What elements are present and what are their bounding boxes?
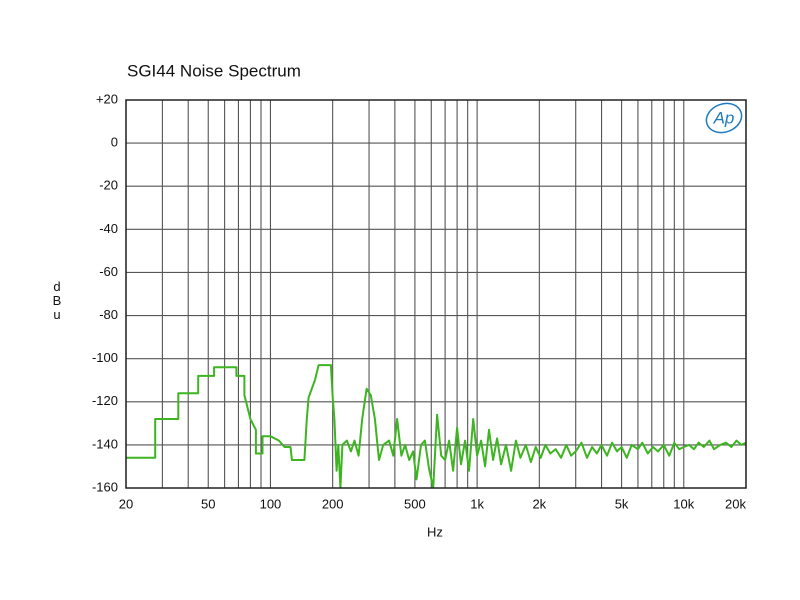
logo: Ap — [705, 102, 743, 134]
y-tick-label: -100 — [92, 350, 118, 365]
y-tick-label: -80 — [99, 307, 118, 322]
x-tick-label: 10k — [673, 496, 694, 511]
y-tick-label: -60 — [99, 264, 118, 279]
x-tick-label: 50 — [201, 496, 215, 511]
x-tick-label: 5k — [615, 496, 629, 511]
plot-frame — [125, 99, 747, 489]
x-tick-label: 2k — [532, 496, 546, 511]
logo-text: Ap — [713, 108, 735, 127]
y-tick-label: -40 — [99, 221, 118, 236]
y-tick-label: -20 — [99, 178, 118, 193]
x-tick-label: 500 — [404, 496, 426, 511]
chart-title: SGI44 Noise Spectrum — [127, 61, 301, 80]
x-tick-label: 20 — [119, 496, 133, 511]
x-axis-label: Hz — [427, 524, 443, 539]
y-tick-label: -120 — [92, 393, 118, 408]
data-line — [126, 364, 746, 488]
x-tick-label: 200 — [322, 496, 344, 511]
x-tick-label: 1k — [470, 496, 484, 511]
x-tick-label: 100 — [260, 496, 282, 511]
y-tick-label: -160 — [92, 479, 118, 494]
x-tick-label: 20k — [725, 496, 746, 511]
y-tick-label: 0 — [111, 135, 118, 150]
y-tick-label: +20 — [96, 91, 118, 106]
y-tick-label: -140 — [92, 436, 118, 451]
